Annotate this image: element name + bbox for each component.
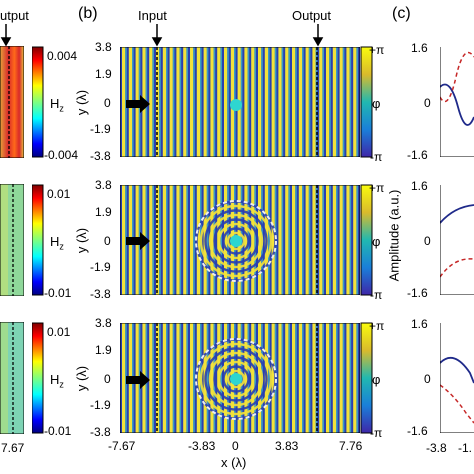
dashed-curve-3 (440, 384, 474, 424)
down-arrows (0, 24, 324, 47)
hz-cbar1-bottom: -0.004 (44, 148, 79, 162)
field-map-3 (0, 322, 24, 434)
panel-letter-b: (b) (78, 5, 98, 22)
hz-cbar3-bottom: -0.01 (44, 424, 72, 438)
field-map-2 (0, 184, 24, 296)
amplitude-plot-1 (440, 47, 474, 157)
hz-label-1: Hz (50, 96, 64, 114)
hz-label-3: Hz (50, 372, 64, 390)
phase-map-3 (120, 323, 360, 433)
solid-curve-3 (440, 356, 474, 384)
hz-cbar3-top: 0.01 (47, 325, 71, 339)
amplitude-plot-3 (440, 323, 474, 433)
amplitude-plot-2 (440, 185, 474, 295)
input-label: Input (138, 8, 167, 23)
phase-colorbars (360, 46, 373, 434)
dashed-curve-2 (440, 258, 474, 278)
hz-cbar2-top: 0.01 (47, 187, 71, 201)
solid-curve-2 (440, 204, 474, 224)
mid-x-label: x (λ) (221, 455, 247, 470)
left-x-tick: 7.67 (1, 441, 25, 455)
output-label: Output (292, 8, 332, 23)
solid-curve-1 (440, 83, 474, 126)
mid-y-label-1: y (λ) (74, 89, 90, 116)
source-arrows (126, 95, 150, 389)
hz-cbar1-top: 0.004 (47, 49, 78, 63)
panel-letter-c: (c) (392, 5, 411, 22)
hz-label-2: Hz (50, 234, 64, 252)
hz-colorbars (32, 46, 44, 434)
dashed-curve-1 (440, 51, 474, 103)
hz-cbar2-bottom: -0.01 (44, 286, 72, 300)
output-label-left: utput (0, 8, 29, 23)
mid-y-label-3: y (λ) (74, 365, 90, 392)
amplitude-axis-label: Amplitude (a.u.) (386, 189, 402, 282)
mid-y-label-2: y (λ) (74, 227, 90, 254)
field-map-1 (0, 46, 24, 158)
